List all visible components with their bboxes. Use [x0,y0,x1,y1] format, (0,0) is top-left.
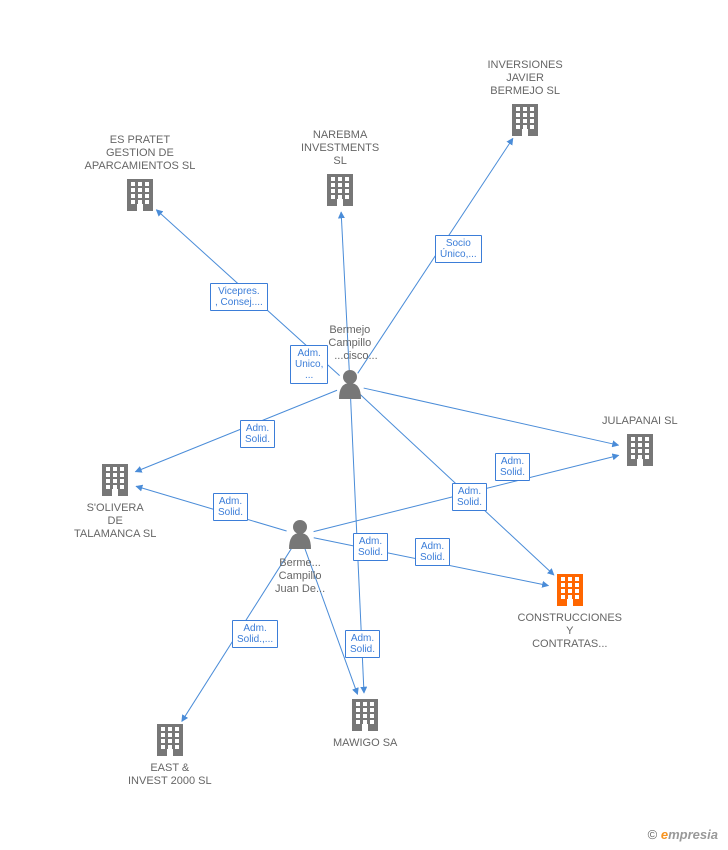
company-node: JULAPANAI SL [602,415,678,428]
building-icon [102,464,128,496]
edge-label: Adm. Solid. [353,533,388,561]
node-label: CONSTRUCCIONES Y CONTRATAS... [518,612,623,651]
node-label: Bermejo Campillo ...cisco... [322,324,378,363]
person-node: Berme... Campillo Juan De... [275,557,325,596]
edge [136,486,286,531]
building-icon [352,699,378,731]
edge-label: Adm. Solid. [495,453,530,481]
node-label: ES PRATET GESTION DE APARCAMIENTOS SL [85,134,196,173]
edge-label: Adm. Solid. [345,630,380,658]
person-icon [289,520,311,549]
company-node: CONSTRUCCIONES Y CONTRATAS... [518,612,623,651]
edge-label: Adm. Solid.,... [232,620,278,648]
building-icon [157,724,183,756]
node-label: EAST & INVEST 2000 SL [128,762,212,788]
copyright: © empresia [648,827,718,842]
node-label: JULAPANAI SL [602,415,678,428]
building-icon [627,434,653,466]
edge-label: Adm. Solid. [452,483,487,511]
building-icon [327,174,353,206]
edge [364,388,619,445]
node-label: S'OLIVERA DE TALAMANCA SL [74,502,156,541]
node-label: MAWIGO SA [333,737,397,750]
company-node: ES PRATET GESTION DE APARCAMIENTOS SL [85,134,196,173]
edge [135,390,337,472]
building-icon [557,574,583,606]
person-icon [339,370,361,399]
company-node: S'OLIVERA DE TALAMANCA SL [74,502,156,541]
node-label: Berme... Campillo Juan De... [275,557,325,596]
edge-label: Socio Único,... [435,235,482,263]
logo-rest: mpresia [668,827,718,842]
node-label: INVERSIONES JAVIER BERMEJO SL [488,59,563,98]
company-node: NAREBMA INVESTMENTS SL [301,129,379,168]
copyright-symbol: © [648,827,658,842]
edge-label: Adm. Solid. [415,538,450,566]
edge-label: Adm. Solid. [240,420,275,448]
building-icon [512,104,538,136]
edge-label: Vicepres. , Consej.... [210,283,268,311]
node-label: NAREBMA INVESTMENTS SL [301,129,379,168]
company-node: MAWIGO SA [333,737,397,750]
company-node: EAST & INVEST 2000 SL [128,762,212,788]
company-node: INVERSIONES JAVIER BERMEJO SL [488,59,563,98]
person-node: Bermejo Campillo ...cisco... [322,324,378,363]
building-icon [127,179,153,211]
edge-label: Adm. Solid. [213,493,248,521]
